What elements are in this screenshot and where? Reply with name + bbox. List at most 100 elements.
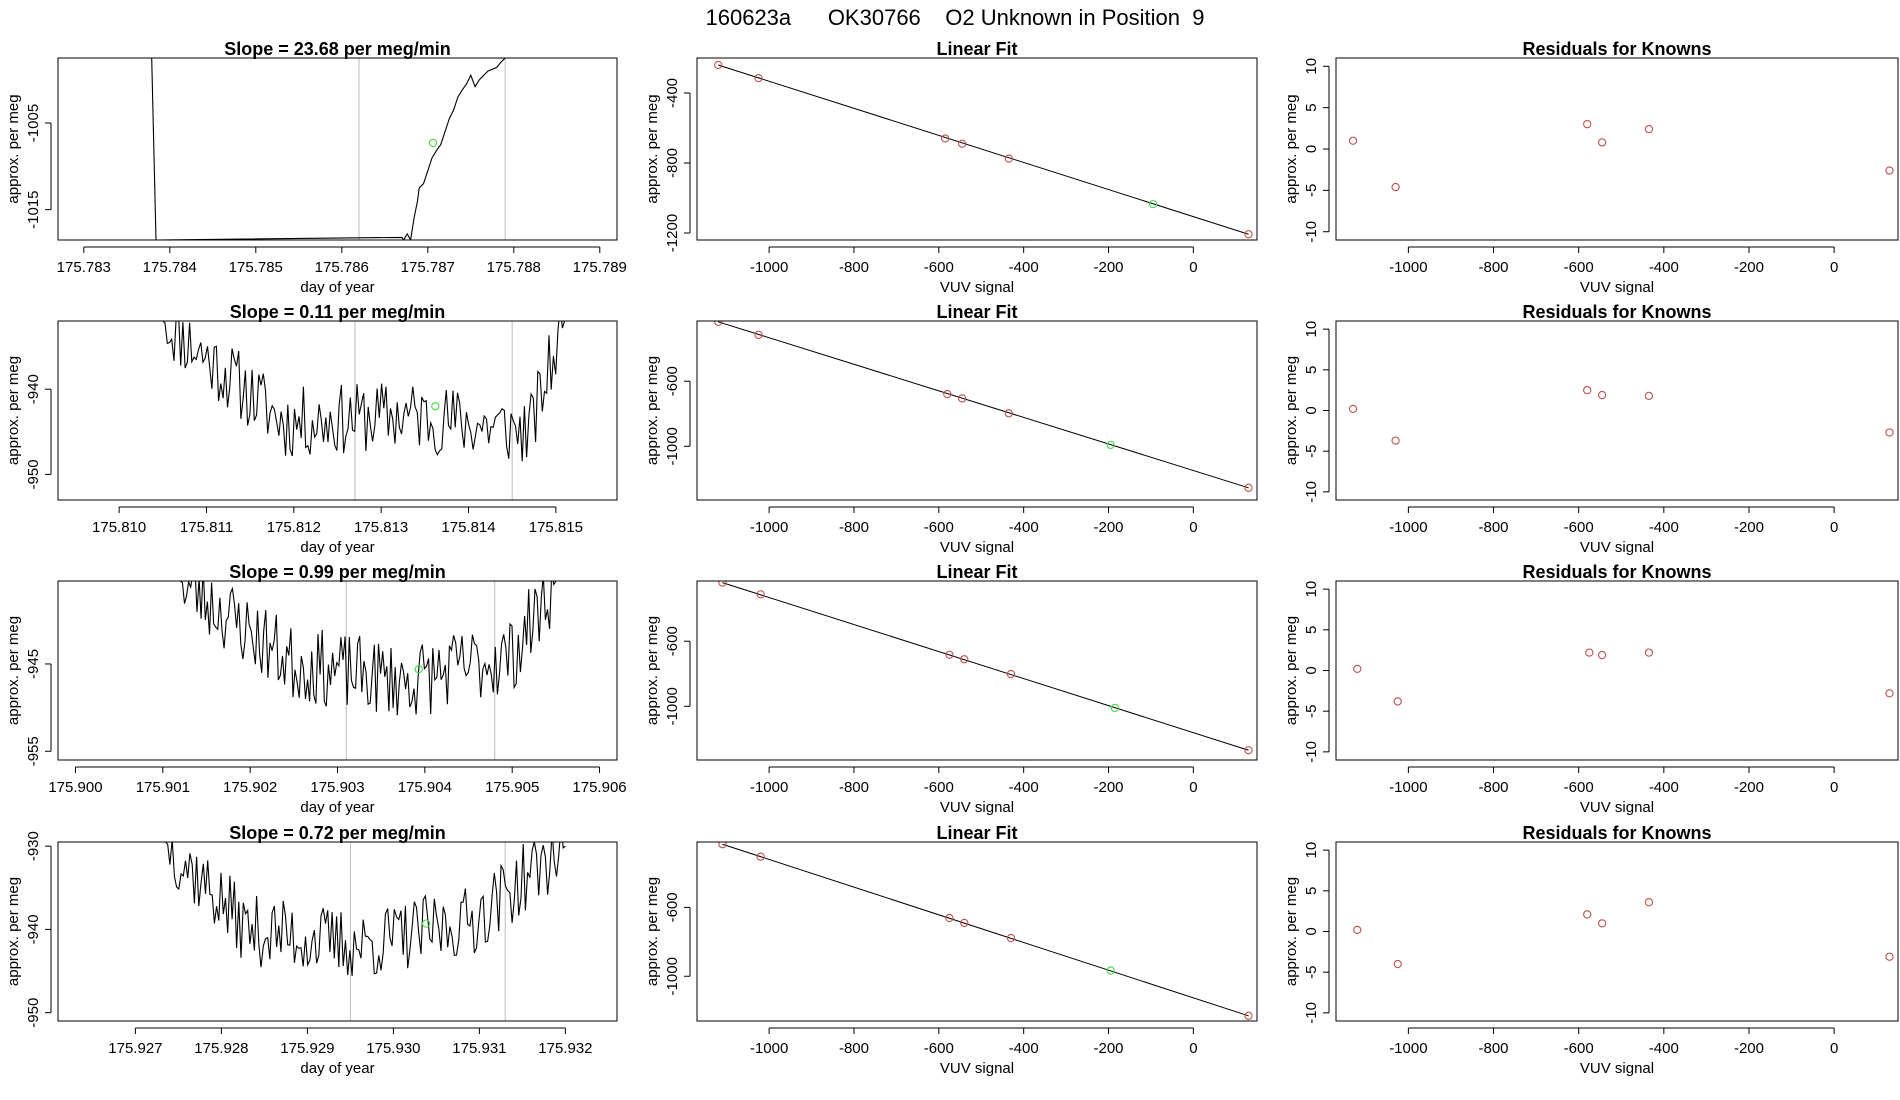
x-tick-label: -400 (1009, 779, 1039, 796)
y-tick-label: -5 (1303, 184, 1320, 197)
known-point-0 (1348, 404, 1358, 414)
known-point-4 (1004, 154, 1013, 163)
panel-2: -1000 -800 -600 -400 -200 0 10 5 0 -5 -10 Residuals… (1283, 39, 1899, 296)
known-point-2 (941, 134, 950, 143)
known-point-2 (1585, 648, 1594, 657)
y-tick-label: -600 (664, 892, 681, 922)
y-tick-label: -5 (1303, 966, 1320, 979)
x-tick-label: 175.906 (572, 779, 626, 796)
chart-title: Slope = 0.99 per meg/min (229, 562, 446, 582)
x-tick-label: -600 (924, 259, 954, 276)
y-axis-label: approx. per meg (644, 616, 661, 725)
x-tick-label: 0 (1189, 1040, 1197, 1057)
known-point-1 (1393, 959, 1402, 969)
y-tick-label: -930 (25, 831, 42, 861)
panel-3: 175.810 175.811 175.812 175.813 175.814 175.8… (5, 302, 618, 556)
x-tick-label: 175.815 (529, 519, 583, 536)
y-axis-label: approx. per meg (1283, 356, 1300, 465)
x-tick-label: -400 (1009, 519, 1039, 536)
x-tick-label: 175.788 (487, 259, 541, 276)
x-axis-label: VUV signal (1580, 539, 1654, 556)
x-axis-label: VUV signal (1580, 279, 1654, 296)
fit-line (722, 582, 1249, 751)
known-point-2 (943, 389, 952, 399)
y-tick-label: -400 (664, 78, 681, 108)
fit-line (718, 321, 1249, 489)
x-tick-label: -200 (1093, 779, 1123, 796)
known-point-3 (1597, 390, 1607, 400)
trace-line (179, 581, 557, 716)
known-point-4 (1644, 648, 1654, 657)
plot-frame (57, 841, 618, 1022)
plot-frame (696, 320, 1258, 501)
x-tick-label: -400 (1009, 1040, 1039, 1057)
x-tick-label: -1000 (1389, 259, 1427, 276)
y-axis-label: approx. per meg (644, 877, 661, 986)
x-tick-label: -600 (1564, 259, 1594, 276)
x-tick-label: 175.928 (194, 1040, 248, 1057)
x-tick-label: -200 (1734, 779, 1764, 796)
x-tick-label: -600 (1564, 519, 1594, 536)
plot-area (151, 58, 506, 240)
plot-frame (696, 841, 1258, 1022)
y-tick-label: 0 (1303, 666, 1320, 674)
known-point-3 (1597, 650, 1607, 660)
x-tick-label: 0 (1189, 519, 1197, 536)
known-point-3 (958, 139, 967, 148)
plot-area (165, 842, 566, 1021)
x-tick-label: 175.901 (136, 779, 190, 796)
x-tick-label: 175.810 (92, 519, 146, 536)
y-tick-label: 0 (1303, 145, 1320, 153)
known-point-4 (1004, 409, 1013, 418)
plot-frame (57, 57, 618, 241)
known-point-3 (958, 394, 967, 403)
x-tick-label: 175.902 (223, 779, 277, 796)
x-axis-label: day of year (300, 1060, 374, 1077)
known-point-5 (1244, 746, 1253, 755)
known-point-2 (1583, 386, 1592, 395)
known-point-0 (714, 60, 723, 70)
x-tick-label: 175.905 (485, 779, 539, 796)
plot-frame (696, 580, 1258, 761)
x-axis-label: day of year (300, 279, 374, 296)
plot-area (162, 321, 566, 500)
fit-line (718, 64, 1249, 235)
x-tick-label: 175.900 (48, 779, 102, 796)
known-point-2 (1583, 910, 1592, 919)
known-point-1 (1393, 697, 1402, 706)
x-tick-label: 175.783 (57, 259, 111, 276)
y-tick-label: 5 (1303, 366, 1320, 374)
x-axis-label: day of year (300, 539, 374, 556)
known-point-0 (1348, 136, 1358, 145)
y-axis-label: approx. per meg (1283, 94, 1300, 203)
page-title: 160623a OK30766 O2 Unknown in Position 9 (706, 5, 1205, 30)
plot-area (179, 581, 557, 760)
x-tick-label: 0 (1830, 259, 1838, 276)
x-tick-label: 0 (1189, 779, 1197, 796)
x-tick-label: 175.812 (267, 519, 321, 536)
x-tick-label: -800 (839, 1040, 869, 1057)
known-point-4 (1644, 898, 1654, 907)
x-tick-label: -800 (1479, 1040, 1509, 1057)
x-tick-label: -600 (924, 1040, 954, 1057)
unknown-point (428, 138, 438, 148)
y-tick-label: -1015 (25, 190, 42, 228)
y-tick-label: 10 (1303, 321, 1320, 338)
trace-line (151, 58, 506, 240)
unknown-point (1110, 703, 1120, 713)
unknown-point (1148, 199, 1158, 209)
x-tick-label: -1000 (750, 259, 788, 276)
panel-0: 175.783 175.784 175.785 175.786 175.787 175.7… (5, 39, 627, 296)
chart-title: Residuals for Knowns (1522, 302, 1711, 322)
x-tick-label: 175.927 (108, 1040, 162, 1057)
panel-1: -1000 -800 -600 -400 -200 0 -400 -800 -1200 Linea… (644, 39, 1258, 296)
y-tick-label: 10 (1303, 58, 1320, 75)
chart-title: Residuals for Knowns (1522, 562, 1711, 582)
y-axis-label: approx. per meg (1283, 616, 1300, 725)
y-tick-label: 5 (1303, 626, 1320, 634)
known-point-2 (1583, 120, 1592, 129)
y-tick-label: -10 (1303, 221, 1320, 243)
y-axis-label: approx. per meg (5, 356, 22, 465)
x-tick-label: 175.903 (310, 779, 364, 796)
x-tick-label: -800 (839, 519, 869, 536)
